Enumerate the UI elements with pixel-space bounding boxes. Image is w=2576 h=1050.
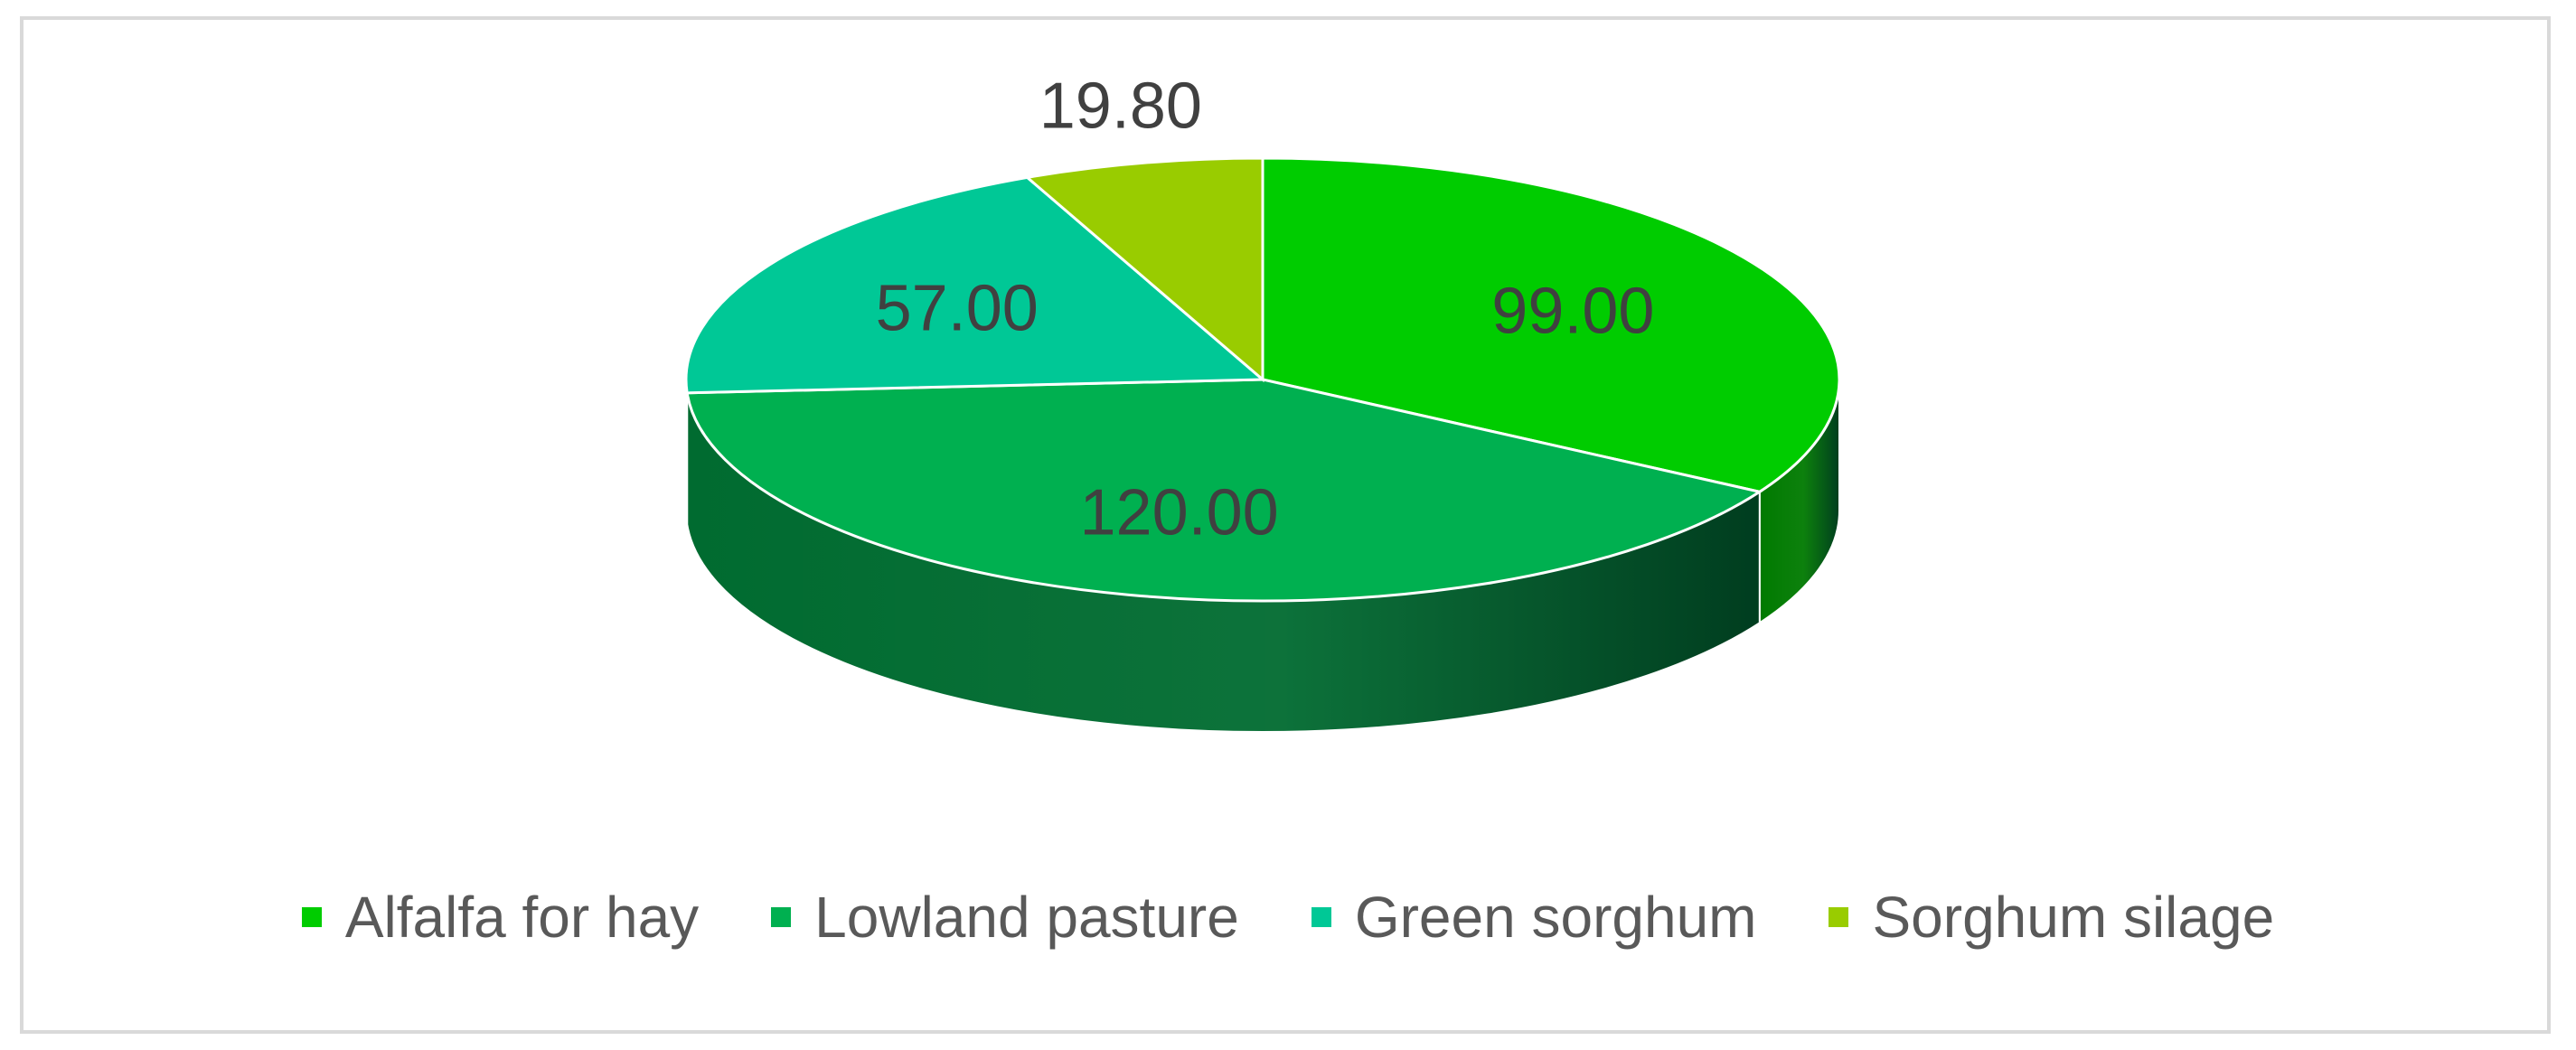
legend-label-alfalfa: Alfalfa for hay — [344, 885, 700, 950]
legend-item-sorghum-silage: Sorghum silage — [1829, 884, 2274, 951]
legend-item-lowland-pasture: Lowland pasture — [771, 884, 1239, 951]
legend-swatch-green-sorghum — [1311, 907, 1331, 927]
legend-label-sorghum-silage: Sorghum silage — [1872, 885, 2275, 950]
pie-tops — [684, 156, 1841, 603]
slice-side-green-sorghum — [685, 379, 689, 524]
legend: Alfalfa for hay Lowland pasture Green so… — [0, 877, 2576, 958]
data-label-green-sorghum: 57.00 — [876, 272, 1039, 344]
pie-labels: 99.00 120.00 57.00 19.80 — [876, 70, 1655, 548]
legend-item-alfalfa: Alfalfa for hay — [301, 884, 700, 951]
data-label-lowland-pasture: 120.00 — [1079, 477, 1278, 549]
slice-lowland-pasture — [685, 378, 1763, 603]
slice-alfalfa — [1261, 156, 1841, 493]
legend-label-lowland-pasture: Lowland pasture — [814, 885, 1239, 950]
legend-swatch-lowland-pasture — [771, 907, 792, 927]
data-label-alfalfa: 99.00 — [1491, 276, 1654, 348]
legend-swatch-alfalfa — [301, 907, 322, 927]
legend-swatch-sorghum-silage — [1829, 907, 1849, 927]
legend-label-green-sorghum: Green sorghum — [1354, 885, 1757, 950]
slice-sorghum-silage — [1024, 156, 1264, 383]
slice-green-sorghum — [684, 175, 1266, 395]
data-label-sorghum-silage: 19.80 — [1039, 70, 1202, 142]
legend-item-green-sorghum: Green sorghum — [1311, 884, 1757, 951]
